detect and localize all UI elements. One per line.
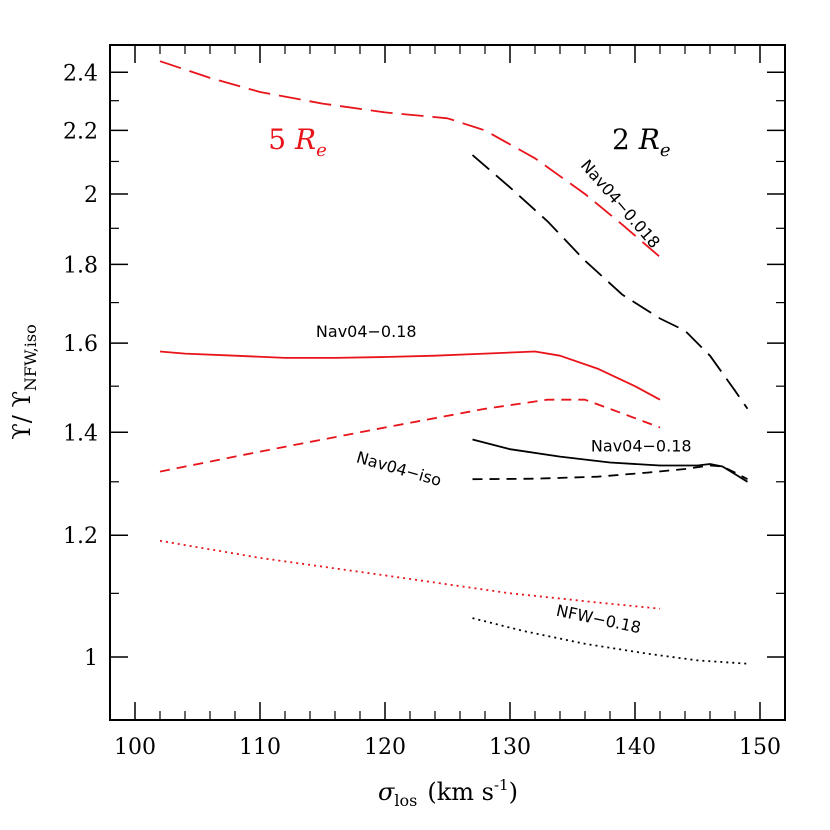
x-tick-label: 130: [489, 735, 531, 760]
series-line-red-long-dash: [159, 60, 661, 258]
series-line-black-short-dash: [472, 464, 748, 481]
y-tick-label: 2: [84, 183, 98, 208]
y-tick-labels: 1 1.2 1.4 1.6 1.8 2 2.2 2.4: [63, 61, 98, 671]
x-tick-labels: 100 110 120 130 140 150: [114, 735, 781, 760]
y-axis-base: ϒ/ ϒ: [8, 391, 36, 440]
y-tick-label: 2.4: [63, 61, 98, 86]
series-line-black-long-dash: [471, 154, 749, 410]
annotations-layer: 5 Re 2 Re Nav04−0.18 Nav04−0.018 Nav04−iso Na…: [268, 123, 691, 637]
plot-frame: [109, 44, 786, 721]
annotation-five-re: 5 Re: [268, 123, 326, 161]
annotation-two-re: 2 Re: [612, 123, 670, 161]
x-axis-subscript: los: [394, 791, 417, 810]
x-tick-label: 140: [614, 735, 656, 760]
series-line-black-dotted: [472, 617, 748, 665]
series-line-red-short-dash: [159, 398, 661, 473]
annotation-nav04-0018: Nav04−0.018: [577, 156, 664, 252]
x-axis-close: ): [509, 778, 518, 806]
y-axis-label: ϒ/ ϒNFW,iso: [8, 324, 40, 439]
x-axis-symbol: σ: [378, 778, 395, 806]
y-tick-label: 1.2: [63, 524, 98, 549]
x-tick-label: 120: [364, 735, 406, 760]
y-tick-label: 1: [84, 646, 98, 671]
y-tick-label: 1.4: [63, 421, 98, 446]
annotation-nav04-018-black: Nav04−0.18: [591, 437, 692, 456]
annotation-nav04-018-red: Nav04−0.18: [316, 322, 417, 341]
x-axis-units: (km s: [427, 778, 494, 806]
x-tick-label: 100: [114, 735, 156, 760]
x-axis-sup: -1: [494, 776, 509, 794]
x-axis-label: σlos (km s-1): [378, 776, 518, 810]
y-tick-label: 2.2: [63, 119, 98, 144]
annotation-nav04-iso: Nav04−iso: [354, 448, 443, 490]
x-tick-label: 150: [739, 735, 781, 760]
y-tick-label: 1.6: [63, 332, 98, 357]
y-axis-subscript: NFW,iso: [21, 324, 40, 391]
x-tick-label: 110: [239, 735, 281, 760]
ticks-layer: [109, 45, 786, 720]
y-tick-label: 1.8: [63, 253, 98, 278]
series-line-red-dotted: [159, 539, 661, 610]
series-layer: [159, 60, 749, 665]
series-line-red-solid: [159, 350, 661, 401]
